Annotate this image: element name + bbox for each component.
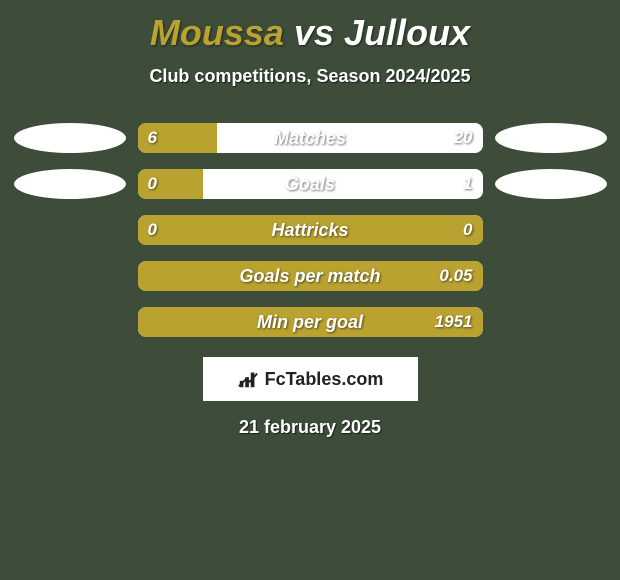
- spacer: [495, 215, 607, 245]
- player-right-name: Julloux: [344, 12, 470, 53]
- stat-rows: Matches620Goals01Hattricks00Goals per ma…: [0, 123, 620, 337]
- stat-label: Goals: [138, 169, 483, 199]
- player-left-oval: [14, 169, 126, 199]
- stat-row: Min per goal1951: [10, 307, 610, 337]
- stat-label: Min per goal: [138, 307, 483, 337]
- stat-bar: Matches6 20: [138, 123, 483, 153]
- player-right-oval: [495, 123, 607, 153]
- stat-row: Goals per match0.05: [10, 261, 610, 291]
- spacer: [14, 215, 126, 245]
- stat-row: Goals0 1: [10, 169, 610, 199]
- stat-value-left: 6: [148, 123, 157, 153]
- stat-label: Goals per match: [138, 261, 483, 291]
- player-left-name: Moussa: [150, 12, 284, 53]
- stat-bar: Goals per match0.05: [138, 261, 483, 291]
- brand-badge: FcTables.com: [203, 357, 418, 401]
- spacer: [495, 261, 607, 291]
- stat-value-left: 0: [148, 215, 157, 245]
- stat-label: Matches: [138, 123, 483, 153]
- vs-separator: vs: [294, 12, 334, 53]
- player-right-oval: [495, 169, 607, 199]
- spacer: [14, 307, 126, 337]
- stat-bar: Goals0 1: [138, 169, 483, 199]
- stat-row: Matches6 20: [10, 123, 610, 153]
- page-title: Moussa vs Julloux: [0, 0, 620, 54]
- stat-bar: Hattricks0 0: [138, 215, 483, 245]
- stat-value-right: 1951: [435, 307, 473, 337]
- date-caption: 21 february 2025: [0, 417, 620, 438]
- spacer: [14, 261, 126, 291]
- stat-row: Hattricks0 0: [10, 215, 610, 245]
- stat-value-right: 1: [463, 169, 472, 199]
- stat-value-right: 0: [463, 215, 472, 245]
- bar-chart-icon: [237, 368, 259, 390]
- stat-label: Hattricks: [138, 215, 483, 245]
- stat-value-right: 20: [454, 123, 473, 153]
- player-left-oval: [14, 123, 126, 153]
- spacer: [495, 307, 607, 337]
- comparison-infographic: Moussa vs Julloux Club competitions, Sea…: [0, 0, 620, 580]
- stat-value-right: 0.05: [439, 261, 472, 291]
- subtitle: Club competitions, Season 2024/2025: [0, 66, 620, 87]
- stat-value-left: 0: [148, 169, 157, 199]
- brand-text: FcTables.com: [265, 369, 384, 390]
- stat-bar: Min per goal1951: [138, 307, 483, 337]
